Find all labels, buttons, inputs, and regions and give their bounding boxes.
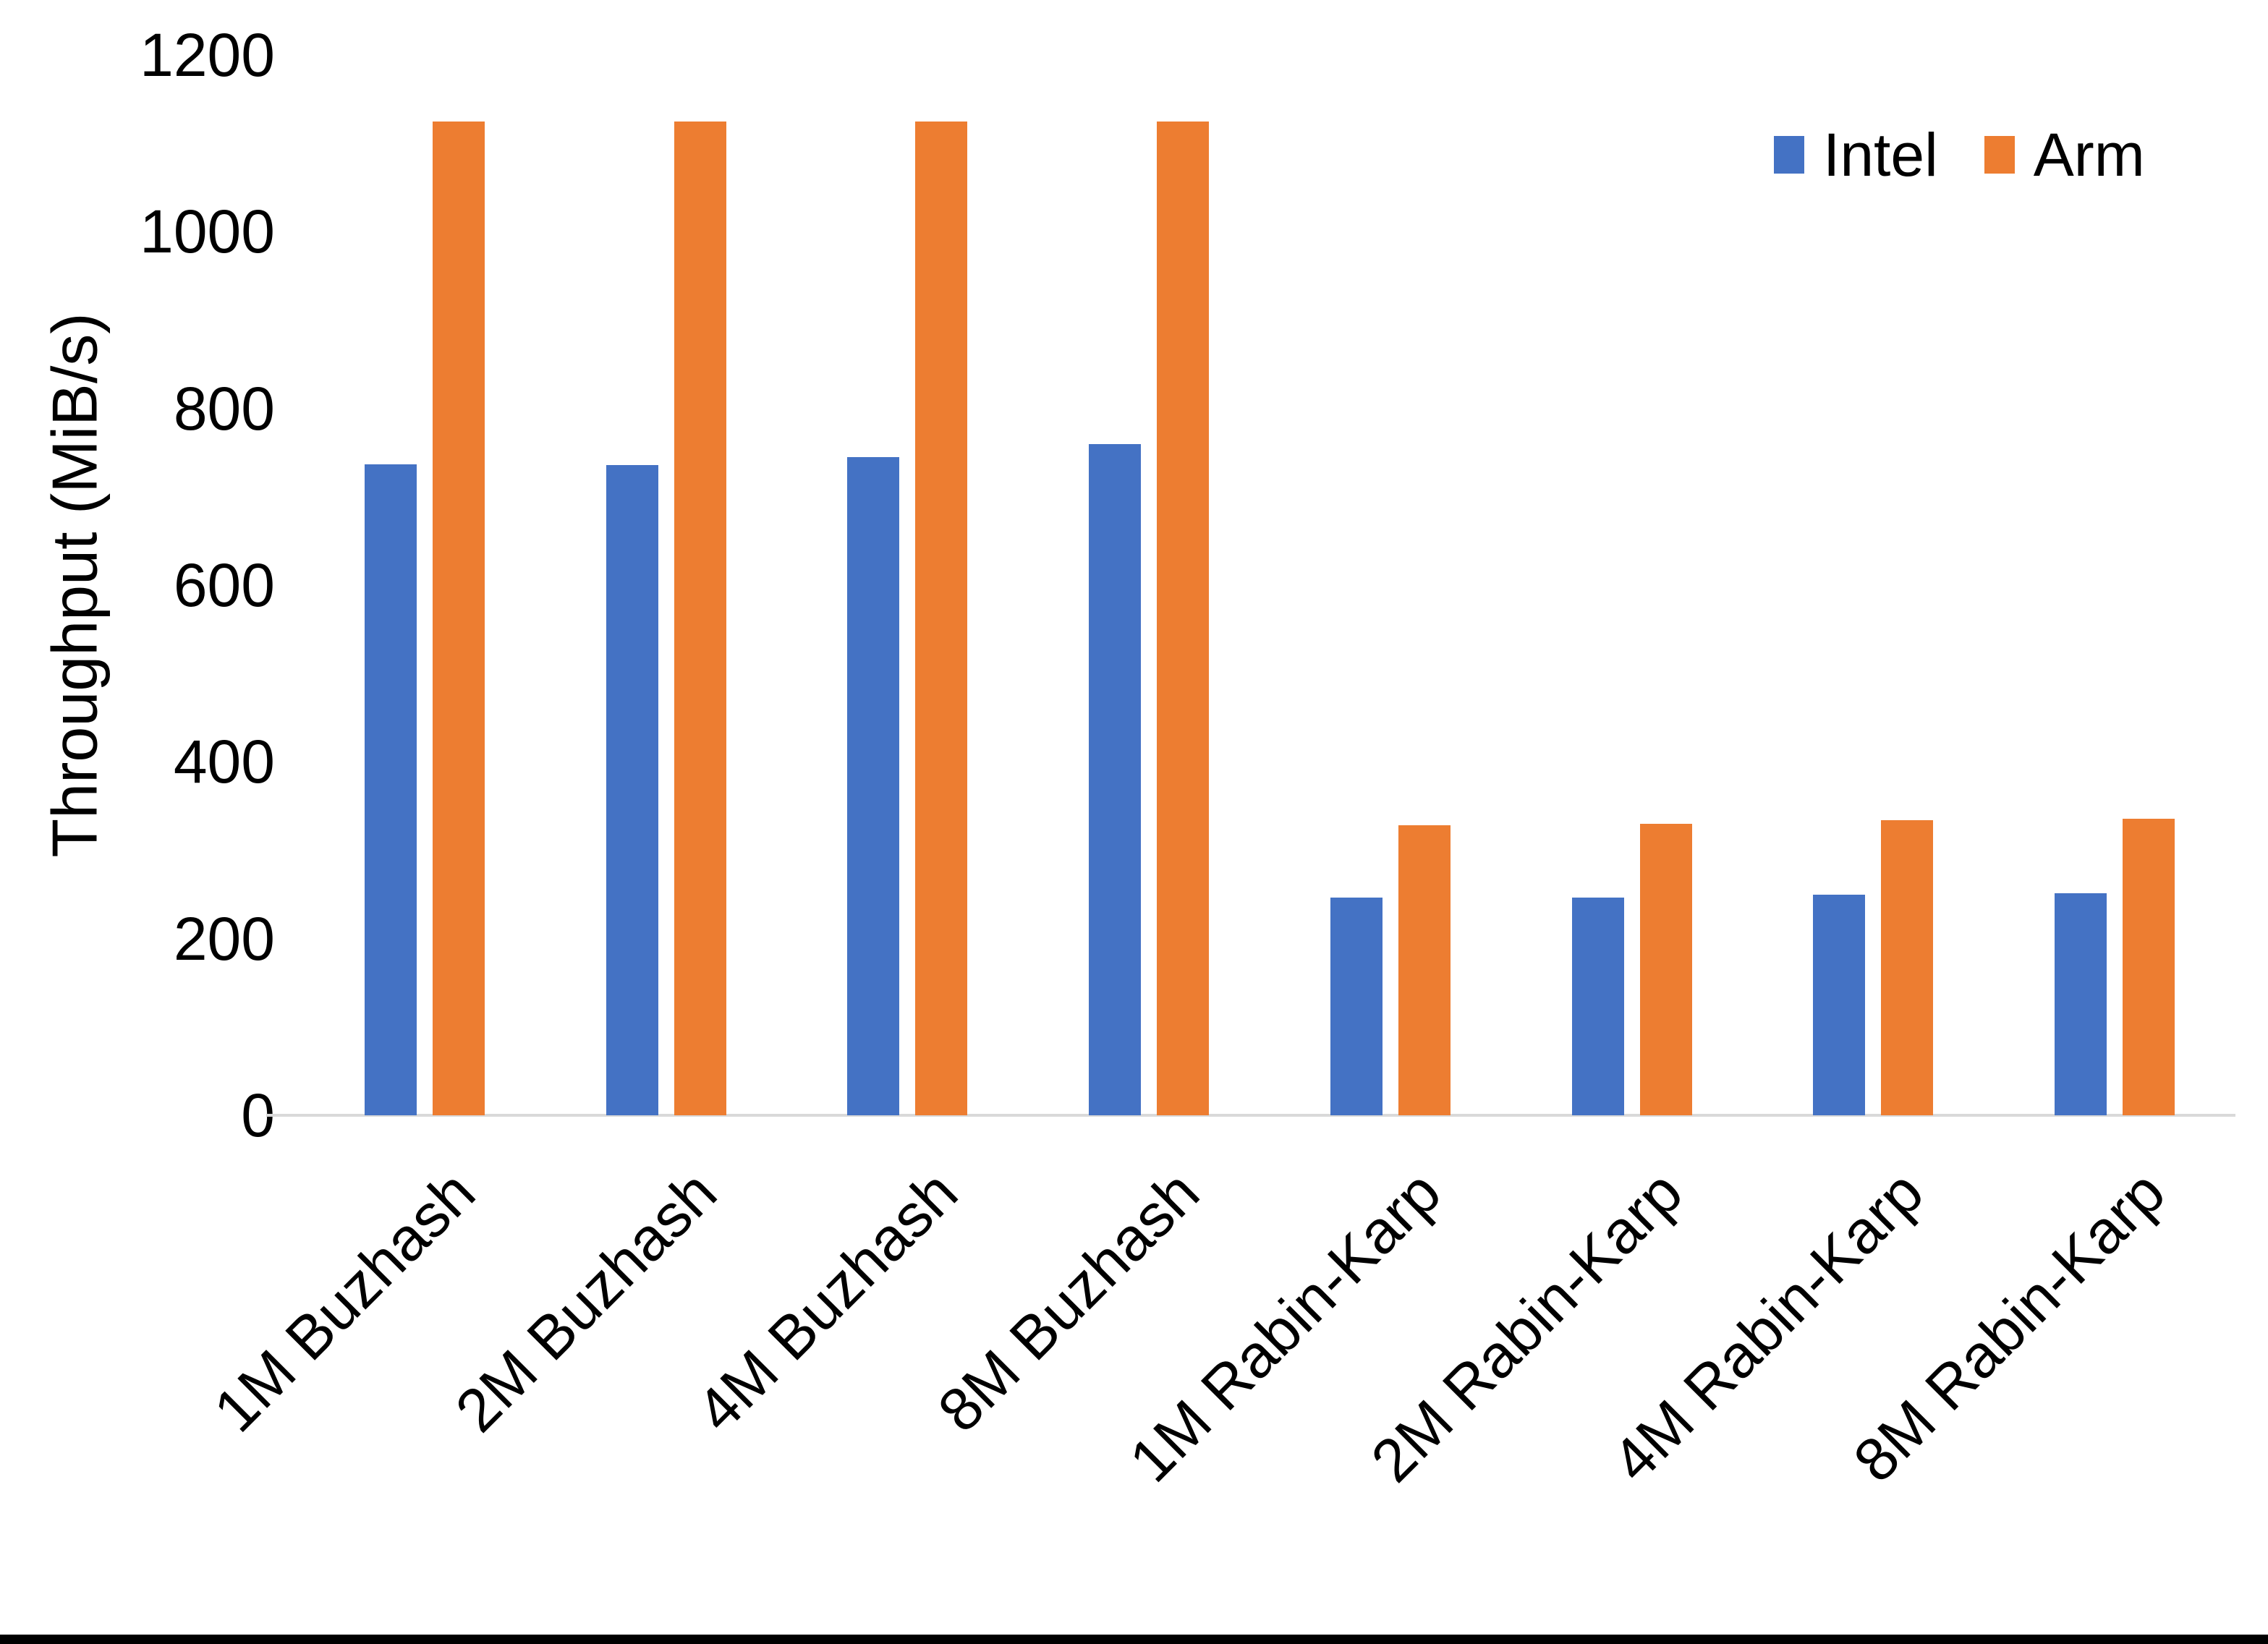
arm-legend-swatch <box>1984 136 2015 174</box>
intel-bar <box>364 464 417 1115</box>
legend-item-intel: Intel <box>1774 124 1938 185</box>
y-tick-label: 1000 <box>140 197 275 266</box>
arm-bar <box>915 121 968 1115</box>
legend: Intel Arm <box>1774 124 2145 185</box>
arm-bar <box>1639 823 1692 1115</box>
arm-bar <box>674 121 726 1115</box>
intel-bar <box>2055 893 2107 1115</box>
bar-group <box>545 55 787 1115</box>
intel-bar <box>606 464 658 1115</box>
arm-bar <box>1881 819 1934 1115</box>
bar-group <box>304 55 545 1115</box>
intel-legend-swatch <box>1774 136 1804 174</box>
legend-item-arm: Arm <box>1984 124 2145 185</box>
arm-bar <box>1157 121 1210 1115</box>
intel-bar <box>1571 898 1624 1115</box>
arm-bar <box>432 121 485 1115</box>
x-category-label: 4M Buzhash <box>683 1157 971 1445</box>
y-tick-label: 0 <box>241 1081 275 1149</box>
intel-bar <box>1330 898 1383 1115</box>
y-tick-label: 800 <box>173 374 275 443</box>
bottom-border <box>0 1635 2268 1644</box>
arm-bar <box>2123 818 2175 1115</box>
y-tick-label: 200 <box>173 904 275 973</box>
intel-bar <box>1813 894 1866 1115</box>
y-tick-label: 400 <box>173 728 275 796</box>
bar-group <box>1994 55 2235 1115</box>
arm-bar <box>1398 825 1451 1115</box>
y-tick-label: 1200 <box>140 21 275 89</box>
bar-group <box>1270 55 1511 1115</box>
x-category-label: 1M Buzhash <box>200 1157 488 1445</box>
y-tick-label: 600 <box>173 551 275 619</box>
bar-group <box>1028 55 1270 1115</box>
intel-bar <box>1089 443 1142 1115</box>
bar-group <box>1511 55 1753 1115</box>
bar-group <box>787 55 1029 1115</box>
x-axis-line <box>266 1114 2235 1117</box>
plot-area <box>304 55 2235 1115</box>
bar-group <box>1753 55 1995 1115</box>
intel-bar <box>847 456 900 1115</box>
legend-label: Intel <box>1823 121 1938 189</box>
legend-label: Arm <box>2033 121 2145 189</box>
x-category-label: 2M Buzhash <box>442 1157 729 1445</box>
